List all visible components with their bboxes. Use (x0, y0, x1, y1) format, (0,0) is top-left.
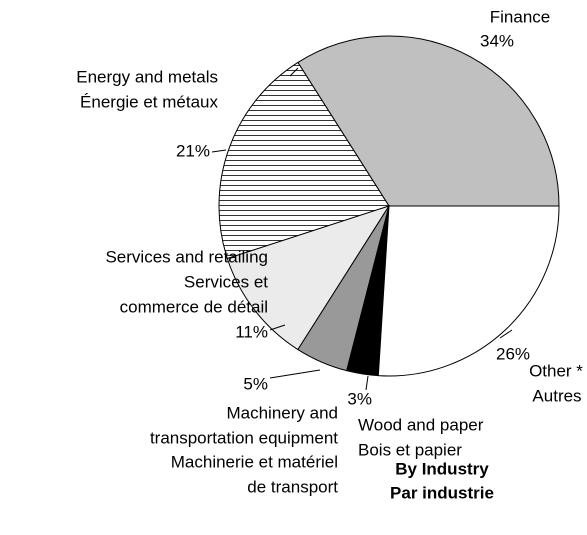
slice-label: Other * (529, 361, 583, 380)
pie-slice (297, 35, 560, 207)
leader-line (211, 149, 227, 153)
slice-label: de transport (247, 477, 338, 496)
slice-label: Services et (184, 272, 268, 291)
chart-title: By Industry (395, 459, 489, 478)
slice-label: Wood and paper (358, 415, 484, 434)
slice-label: Energy and metals (76, 67, 218, 86)
value-label: 3% (347, 389, 372, 408)
value-label: 5% (243, 374, 268, 393)
leader-line (499, 329, 513, 339)
slice-label: Autres (532, 386, 581, 405)
leader-line (269, 369, 321, 379)
leader-line (365, 375, 369, 391)
pie-slice (226, 205, 391, 351)
leader-line (289, 67, 299, 77)
slice-label: Énergie et métaux (80, 92, 218, 111)
pie-slice (377, 205, 560, 377)
slice-label: Services and retailing (105, 247, 268, 266)
slice-label: commerce de détail (120, 297, 268, 316)
slice-label: Machinerie et matériel (171, 452, 338, 471)
value-label: 11% (235, 322, 268, 341)
slice-label: Finance (490, 7, 550, 26)
chart-title: Par industrie (390, 483, 494, 502)
value-label: 21% (176, 141, 210, 160)
leader-line (269, 324, 286, 331)
value-label: 26% (496, 344, 530, 363)
pie-slice (218, 61, 390, 260)
slice-label: transportation equipment (150, 428, 338, 447)
slice-label: Machinery and (226, 403, 338, 422)
value-label: 34% (480, 31, 514, 50)
slice-label: Bois et papier (358, 440, 462, 459)
